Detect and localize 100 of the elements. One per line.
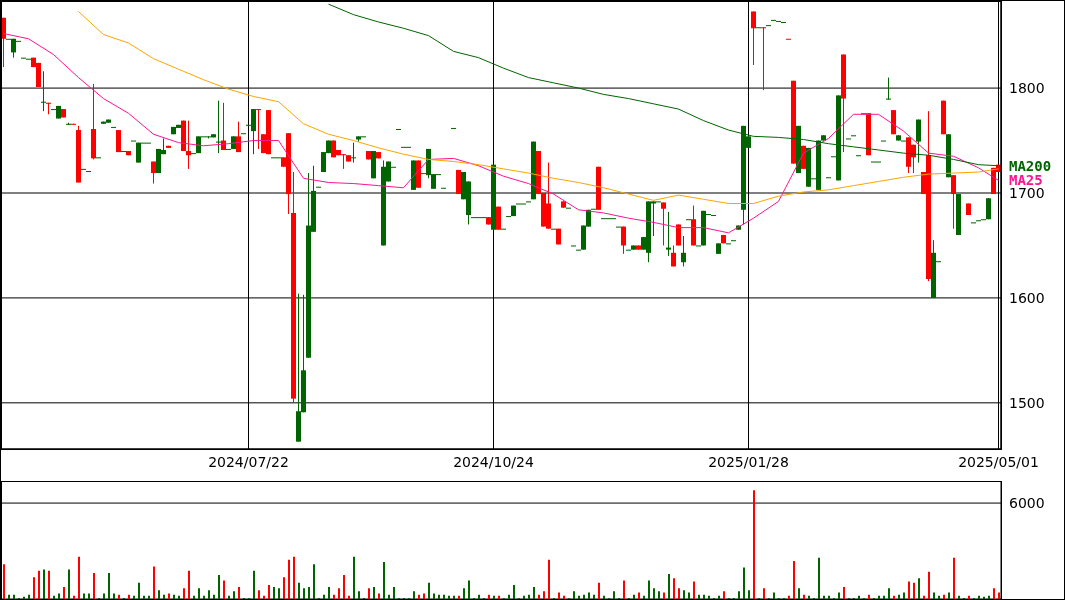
bar — [113, 593, 115, 599]
bar — [683, 590, 685, 599]
y-tick-label: 1500 — [1009, 394, 1045, 411]
bar — [918, 578, 920, 599]
bar — [883, 595, 885, 599]
bar — [663, 592, 665, 599]
bar — [603, 595, 605, 599]
bar — [653, 588, 655, 599]
bar — [158, 590, 160, 599]
bar — [688, 592, 690, 599]
bar — [793, 560, 795, 599]
bar — [38, 570, 40, 599]
bar — [788, 595, 790, 599]
bar — [748, 590, 750, 599]
bar — [563, 595, 565, 599]
bar — [348, 595, 350, 599]
bar — [283, 577, 285, 599]
bar — [693, 581, 695, 599]
bar — [513, 584, 515, 599]
bar — [453, 595, 455, 599]
bar — [948, 592, 950, 599]
bar — [738, 591, 740, 599]
bar — [68, 569, 70, 599]
bar — [763, 588, 765, 599]
bar — [623, 580, 625, 599]
bar — [268, 584, 270, 599]
bar — [543, 591, 545, 599]
bar — [818, 557, 820, 599]
y-tick-label: 1800 — [1009, 80, 1045, 97]
bar — [908, 581, 910, 599]
bar — [188, 570, 190, 599]
x-tick-label: 2025/05/01 — [958, 453, 1039, 470]
bar — [468, 580, 470, 599]
bar — [383, 562, 385, 599]
bar — [53, 595, 55, 599]
bar — [353, 556, 355, 599]
bar — [998, 592, 1000, 599]
bar — [648, 580, 650, 599]
bar — [183, 588, 185, 599]
bar — [828, 595, 830, 599]
bar — [63, 587, 65, 599]
bar — [93, 572, 95, 599]
bar — [983, 596, 985, 599]
bar — [578, 595, 580, 599]
bar — [893, 595, 895, 599]
bar — [3, 564, 5, 599]
bar — [258, 590, 260, 599]
candlestick — [951, 174, 956, 230]
bar — [108, 572, 110, 599]
bar — [43, 569, 45, 599]
bar — [328, 587, 330, 599]
bar — [933, 592, 935, 599]
bar — [808, 595, 810, 599]
bar — [88, 593, 90, 599]
line-series — [78, 10, 999, 204]
bar — [938, 595, 940, 599]
bar — [588, 592, 590, 599]
candlestick — [761, 26, 766, 91]
bar — [463, 588, 465, 599]
bar — [753, 490, 755, 599]
bar — [493, 595, 495, 599]
bar — [643, 595, 645, 599]
bar — [143, 595, 145, 599]
bar — [458, 595, 460, 599]
bar — [178, 595, 180, 599]
bar — [73, 595, 75, 599]
bar — [368, 588, 370, 599]
bar — [33, 577, 35, 599]
bar — [48, 570, 50, 599]
bar — [673, 578, 675, 599]
bar — [413, 591, 415, 599]
candlestick — [751, 10, 756, 66]
bar — [743, 567, 745, 599]
bar — [533, 587, 535, 599]
bar — [133, 595, 135, 599]
candlestick — [216, 100, 221, 154]
bar — [968, 595, 970, 599]
bar — [358, 591, 360, 599]
bar — [303, 588, 305, 599]
bar — [823, 595, 825, 599]
bar — [558, 592, 560, 599]
bar — [373, 587, 375, 599]
bar — [378, 593, 380, 599]
bar — [953, 557, 955, 599]
bar — [523, 595, 525, 599]
bar — [613, 591, 615, 599]
bar — [988, 595, 990, 599]
x-tick-label: 2024/10/24 — [453, 453, 534, 470]
y-tick-label: 6000 — [1009, 495, 1045, 512]
bar — [313, 564, 315, 599]
bar — [843, 587, 845, 599]
candlestick — [256, 108, 261, 150]
bar — [83, 593, 85, 599]
bar — [718, 595, 720, 599]
bar — [888, 588, 890, 599]
bar — [993, 588, 995, 599]
bar — [958, 595, 960, 599]
bar — [573, 591, 575, 599]
candlestick — [661, 201, 666, 246]
bar — [903, 592, 905, 599]
